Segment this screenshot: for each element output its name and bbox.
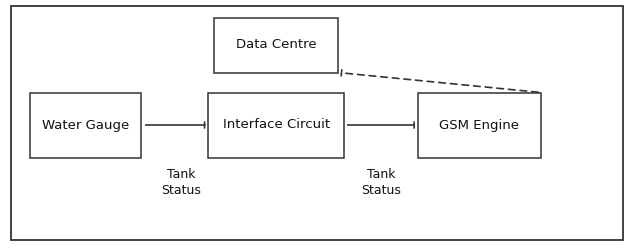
Text: Data Centre: Data Centre bbox=[236, 38, 316, 52]
Text: Tank
Status: Tank Status bbox=[161, 168, 201, 198]
Bar bbox=[418, 92, 542, 158]
Text: Interface Circuit: Interface Circuit bbox=[223, 118, 330, 132]
Bar bbox=[215, 18, 338, 72]
Bar bbox=[208, 92, 344, 158]
Text: Water Gauge: Water Gauge bbox=[42, 118, 130, 132]
Bar bbox=[30, 92, 142, 158]
Text: Tank
Status: Tank Status bbox=[361, 168, 401, 198]
Text: GSM Engine: GSM Engine bbox=[439, 118, 519, 132]
